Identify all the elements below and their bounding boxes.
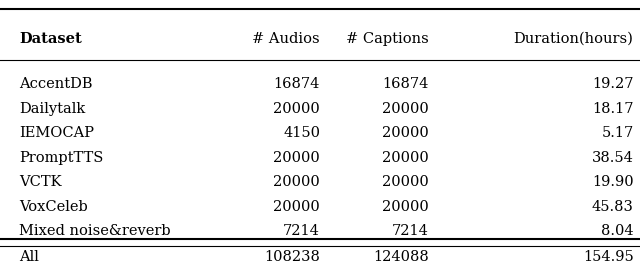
Text: 20000: 20000 [273, 175, 320, 189]
Text: 20000: 20000 [273, 151, 320, 165]
Text: 16874: 16874 [274, 77, 320, 91]
Text: 19.27: 19.27 [592, 77, 634, 91]
Text: 16874: 16874 [383, 77, 429, 91]
Text: Dailytalk: Dailytalk [19, 102, 86, 116]
Text: 45.83: 45.83 [592, 200, 634, 214]
Text: Dataset: Dataset [19, 32, 82, 46]
Text: 108238: 108238 [264, 250, 320, 264]
Text: Mixed noise&reverb: Mixed noise&reverb [19, 225, 171, 238]
Text: # Captions: # Captions [346, 32, 429, 46]
Text: All: All [19, 250, 39, 264]
Text: 20000: 20000 [382, 151, 429, 165]
Text: 20000: 20000 [382, 102, 429, 116]
Text: AccentDB: AccentDB [19, 77, 93, 91]
Text: IEMOCAP: IEMOCAP [19, 126, 94, 140]
Text: 5.17: 5.17 [602, 126, 634, 140]
Text: # Audios: # Audios [252, 32, 320, 46]
Text: Duration(hours): Duration(hours) [514, 32, 634, 46]
Text: 19.90: 19.90 [592, 175, 634, 189]
Text: 154.95: 154.95 [583, 250, 634, 264]
Text: 38.54: 38.54 [592, 151, 634, 165]
Text: PromptTTS: PromptTTS [19, 151, 104, 165]
Text: 18.17: 18.17 [592, 102, 634, 116]
Text: 20000: 20000 [382, 126, 429, 140]
Text: 4150: 4150 [283, 126, 320, 140]
Text: 20000: 20000 [273, 200, 320, 214]
Text: 124088: 124088 [373, 250, 429, 264]
Text: VCTK: VCTK [19, 175, 62, 189]
Text: 20000: 20000 [382, 175, 429, 189]
Text: 7214: 7214 [283, 225, 320, 238]
Text: 20000: 20000 [382, 200, 429, 214]
Text: 8.04: 8.04 [601, 225, 634, 238]
Text: 20000: 20000 [273, 102, 320, 116]
Text: 7214: 7214 [392, 225, 429, 238]
Text: VoxCeleb: VoxCeleb [19, 200, 88, 214]
